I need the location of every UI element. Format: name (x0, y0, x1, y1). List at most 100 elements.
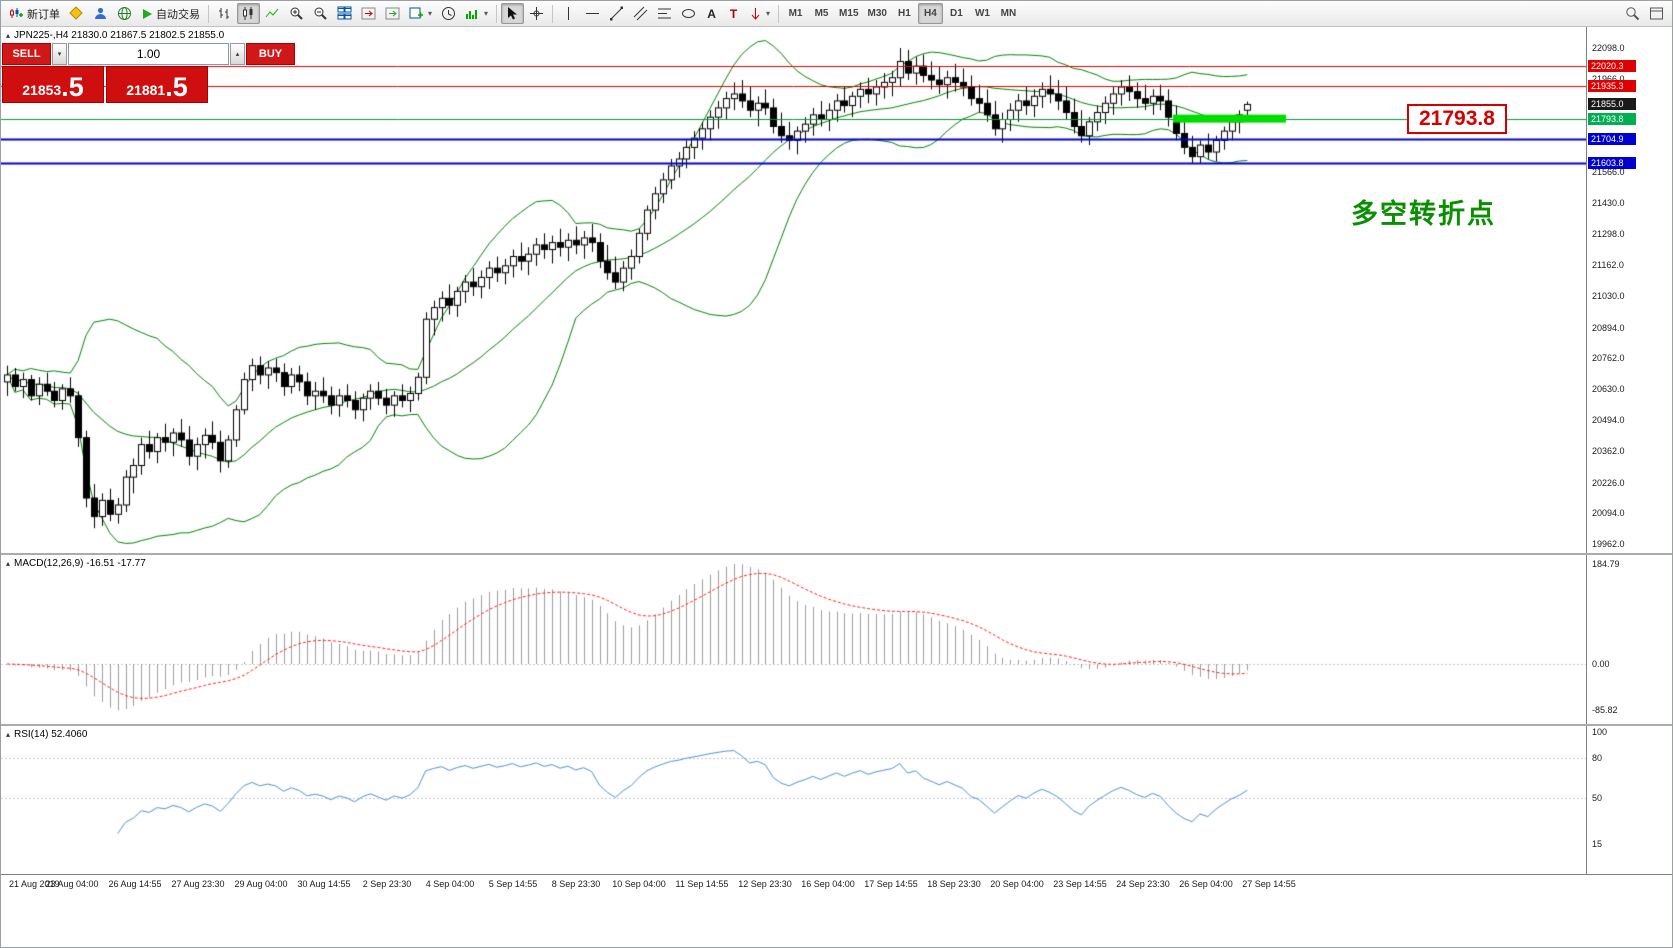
bid-price-panel[interactable]: 21853 .5 (2, 66, 104, 103)
new-chart-button[interactable]: ▾ (405, 3, 436, 24)
time-axis-label: 17 Sep 14:55 (864, 879, 918, 889)
price-axis-label: 21162.0 (1592, 260, 1624, 271)
search-icon (1625, 6, 1640, 21)
line-chart-type-button[interactable] (261, 3, 284, 24)
auto-scroll-button[interactable] (381, 3, 404, 24)
price-line-tag: 21793.8 (1588, 112, 1636, 125)
timeframe-m15-button[interactable]: M15 (839, 8, 859, 19)
price-axis-label: 21030.0 (1592, 291, 1625, 301)
autotrading-button[interactable]: 自动交易 (137, 3, 204, 24)
time-axis-label: 29 Aug 04:00 (234, 879, 288, 889)
collapse-triangle-icon[interactable]: ▴ (6, 31, 11, 40)
chart-note-text: 多空转折点 (1351, 199, 1496, 230)
new-order-icon (9, 6, 24, 21)
tile-windows-icon (337, 6, 352, 21)
indicators-button[interactable]: ▾ (461, 3, 492, 24)
macd-panel-divider[interactable] (1, 553, 1672, 555)
timeframe-w1-button[interactable]: W1 (974, 8, 990, 19)
price-axis[interactable]: 22098.0 21966.0 21566.0 21430.0 21298.0 21162… (1586, 27, 1672, 874)
bid-price-main: 21853 (22, 82, 62, 98)
volume-input[interactable] (68, 43, 229, 65)
collapse-triangle-icon[interactable]: ▴ (6, 730, 11, 739)
tile-windows-button[interactable] (333, 3, 356, 24)
new-order-button[interactable]: 新订单 (5, 3, 64, 24)
time-axis-label: 12 Sep 23:30 (738, 879, 792, 889)
rsi-axis-label: 15 (1592, 839, 1603, 850)
timeframe-d1-button[interactable]: D1 (950, 8, 963, 19)
time-axis-label: 21 Aug 2019 (9, 879, 60, 889)
volume-down-button[interactable]: ▾ (52, 43, 67, 65)
equidistant-channel-tool[interactable] (629, 3, 652, 24)
shapes-tool[interactable] (677, 3, 700, 24)
layouts-button[interactable] (1645, 3, 1668, 24)
bid-price-fraction: .5 (61, 72, 84, 102)
candlestick-chart-type-button[interactable] (237, 3, 260, 24)
text-label-tool[interactable]: T (723, 3, 744, 24)
time-axis[interactable]: 21 Aug 2019 23 Aug 04:00 26 Aug 14:55 27 Au… (1, 874, 1672, 896)
rsi-panel-canvas[interactable] (1, 726, 1586, 874)
sell-button[interactable]: SELL (2, 43, 51, 65)
horizontal-line-tool[interactable] (581, 3, 604, 24)
timeframe-m1-button[interactable]: M1 (788, 8, 803, 19)
fibonacci-tool[interactable] (653, 3, 676, 24)
price-axis-label: 21566.0 (1592, 166, 1625, 177)
profile-icon (93, 6, 108, 21)
volume-up-button[interactable]: ▴ (230, 43, 245, 65)
rsi-panel-divider[interactable] (1, 724, 1672, 726)
arrows-tool[interactable]: ▾ (745, 3, 774, 24)
ask-price-panel[interactable]: 21881 .5 (106, 66, 208, 103)
rsi-axis-label: 80 (1592, 753, 1603, 764)
period-button[interactable] (437, 3, 460, 24)
time-axis-label: 16 Sep 04:00 (801, 879, 855, 889)
symbol-ohlc-text: JPN225-,H4 21830.0 21867.5 21802.5 21855… (14, 30, 225, 41)
timeframe-m30-button[interactable]: M30 (867, 8, 887, 19)
price-axis-label: 20094.0 (1592, 508, 1625, 519)
profile-button[interactable] (89, 3, 112, 24)
globe-icon (117, 6, 132, 21)
trendline-tool[interactable] (605, 3, 628, 24)
bar-chart-type-button[interactable] (213, 3, 236, 24)
chart-area: ▴ JPN225-,H4 21830.0 21867.5 21802.5 218… (1, 27, 1672, 947)
text-t-icon: T (729, 6, 738, 21)
price-level-callout: 21793.8 (1407, 104, 1507, 134)
chart-shift-button[interactable] (357, 3, 380, 24)
macd-indicator-label: ▴ MACD(12,26,9) -16.51 -17.77 (6, 558, 146, 569)
buy-button[interactable]: BUY (246, 43, 295, 65)
cursor-icon (505, 6, 520, 21)
price-line-tag: 21603.8 (1588, 156, 1636, 169)
price-axis-label: 21298.0 (1592, 228, 1625, 239)
search-button[interactable] (1621, 3, 1644, 24)
time-axis-label: 27 Aug 23:30 (171, 879, 225, 889)
timeframe-mn-button[interactable]: MN (1000, 8, 1017, 19)
macd-label-text: MACD(12,26,9) -16.51 -17.77 (14, 558, 146, 569)
toolbar-separator (496, 4, 498, 23)
crosshair-button[interactable] (525, 3, 548, 24)
text-a-icon: A (707, 6, 716, 21)
macd-axis-label: -85.82 (1592, 705, 1618, 716)
price-axis-label: 21966.0 (1592, 73, 1625, 84)
time-axis-label: 2 Sep 23:30 (362, 879, 412, 889)
one-click-trading-widget: SELL ▾ ▴ BUY 21853 .5 21881 .5 (2, 43, 295, 103)
auto-scroll-icon (385, 6, 400, 21)
time-axis-label: 10 Sep 04:00 (612, 879, 666, 889)
timeframe-h4-button[interactable]: H4 (917, 3, 943, 24)
price-chart-canvas[interactable] (1, 27, 1586, 553)
collapse-triangle-icon[interactable]: ▴ (6, 559, 11, 568)
zoom-out-button[interactable] (309, 3, 332, 24)
market-watch-button[interactable] (65, 3, 88, 24)
rsi-indicator-label: ▴ RSI(14) 52.4060 (6, 729, 87, 740)
macd-panel-canvas[interactable] (1, 555, 1586, 724)
new-order-label: 新订单 (27, 8, 60, 21)
timeframe-m5-button[interactable]: M5 (814, 8, 829, 19)
timeframe-bar: M1 M5 M15 M30 H1 H4 D1 W1 MN (783, 3, 1021, 24)
timeframe-h1-button[interactable]: H1 (898, 8, 911, 19)
text-tool[interactable]: A (701, 3, 722, 24)
web-button[interactable] (113, 3, 136, 24)
clock-icon (441, 6, 456, 21)
chart-shift-icon (361, 6, 376, 21)
cursor-button[interactable] (501, 3, 525, 24)
zoom-in-button[interactable] (285, 3, 308, 24)
price-line-tag: 22020.3 (1588, 60, 1636, 73)
time-axis-label: 5 Sep 14:55 (488, 879, 538, 889)
vertical-line-tool[interactable] (557, 3, 580, 24)
